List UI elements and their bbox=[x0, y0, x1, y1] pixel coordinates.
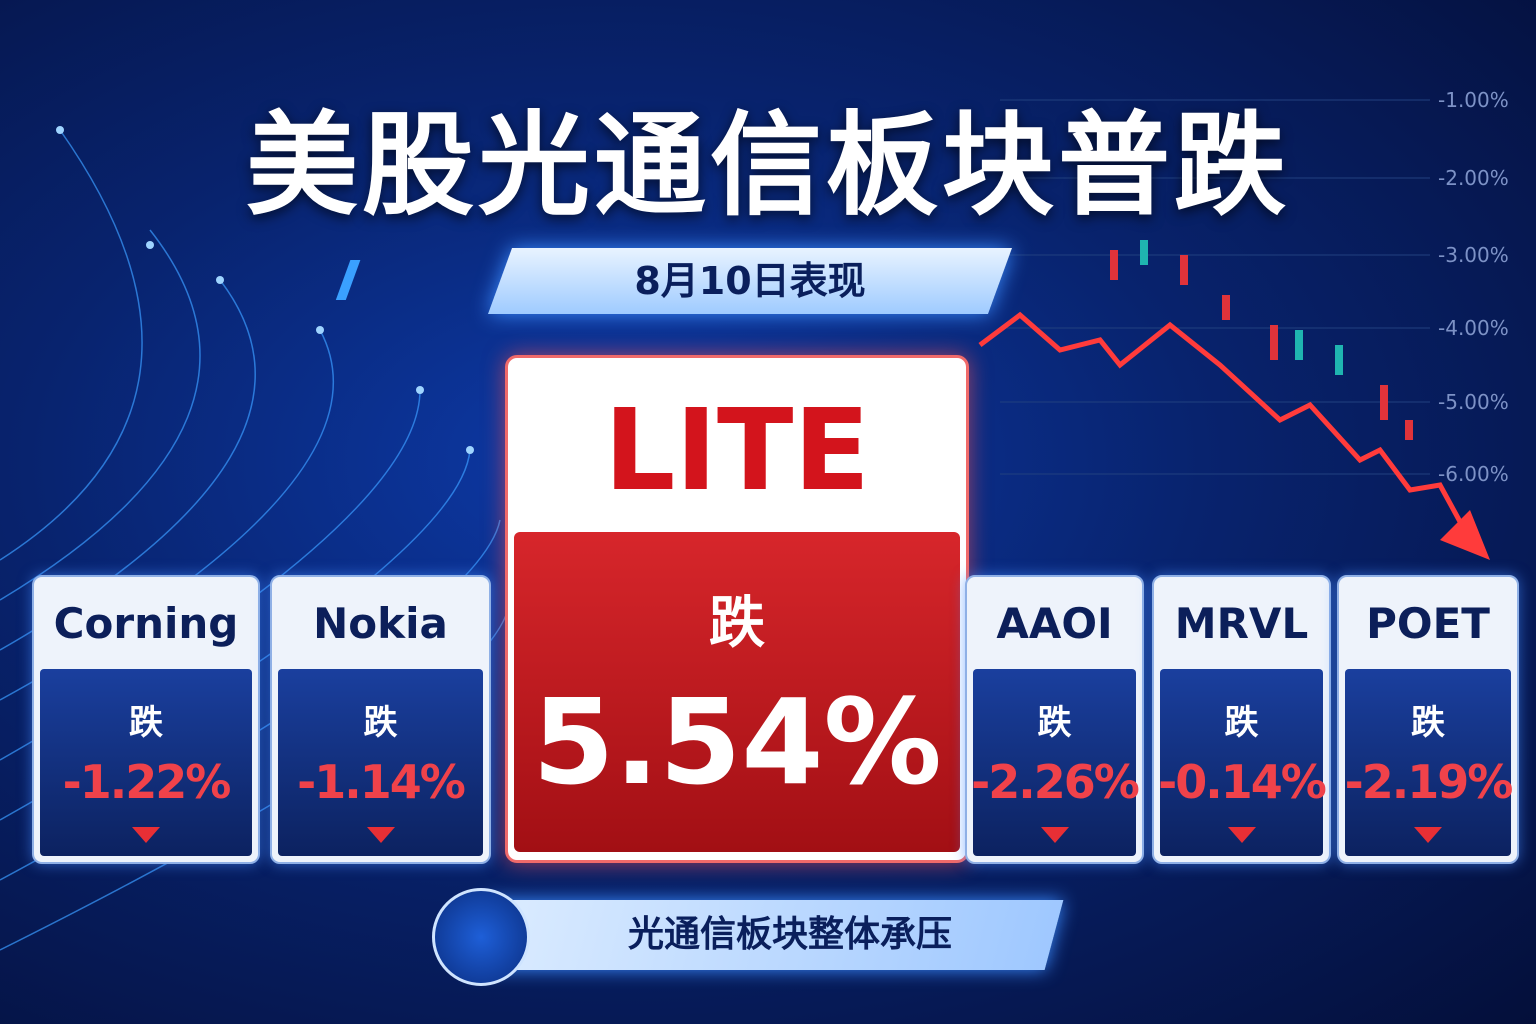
axis-label: -1.00% bbox=[1438, 88, 1509, 112]
card-panel bbox=[278, 669, 483, 856]
featured-direction: 跌 bbox=[709, 591, 765, 656]
ticker: Nokia bbox=[313, 599, 448, 648]
down-arrow bbox=[366, 827, 395, 843]
direction: 跌 bbox=[1224, 703, 1259, 743]
ticker: AAOI bbox=[996, 599, 1113, 648]
card-panel bbox=[1345, 669, 1511, 856]
down-arrow bbox=[1414, 827, 1442, 843]
featured-change: 5.54% bbox=[532, 673, 942, 811]
direction: 跌 bbox=[1037, 703, 1072, 743]
card-panel bbox=[1160, 669, 1323, 856]
direction: 跌 bbox=[363, 703, 398, 743]
change: -2.19% bbox=[1344, 755, 1514, 809]
axis-label: -2.00% bbox=[1438, 166, 1509, 190]
date-text: 8月10日表现 bbox=[634, 259, 866, 303]
ticker: Corning bbox=[53, 599, 239, 648]
axis-label: -4.00% bbox=[1438, 316, 1509, 340]
footer-icon bbox=[432, 888, 530, 986]
stock-card: POET 跌 -2.19% bbox=[1337, 575, 1519, 864]
ticker: POET bbox=[1366, 599, 1490, 648]
change: -1.14% bbox=[297, 755, 466, 809]
card-panel bbox=[973, 669, 1136, 856]
down-arrow bbox=[1040, 827, 1069, 843]
stock-card: MRVL 跌 -0.14% bbox=[1152, 575, 1331, 864]
card-panel bbox=[40, 669, 252, 856]
featured-ticker: LITE bbox=[604, 386, 870, 516]
axis-label: -6.00% bbox=[1438, 462, 1509, 486]
change: -1.22% bbox=[62, 755, 232, 809]
down-arrow bbox=[1227, 827, 1256, 843]
direction: 跌 bbox=[1411, 703, 1445, 743]
stock-card: AAOI 跌 -2.26% bbox=[965, 575, 1144, 864]
down-arrow bbox=[132, 827, 160, 843]
axis-label: -3.00% bbox=[1438, 243, 1509, 267]
footer-text: 光通信板块整体承压 bbox=[627, 914, 952, 955]
change: -2.26% bbox=[971, 755, 1140, 809]
stock-card: Nokia 跌 -1.14% bbox=[270, 575, 491, 864]
direction: 跌 bbox=[129, 703, 163, 743]
change: -0.14% bbox=[1158, 755, 1327, 809]
title: 美股光通信板块普跌 bbox=[246, 101, 1290, 231]
ticker: MRVL bbox=[1174, 599, 1309, 648]
featured-card: LITE 跌 5.54% bbox=[505, 355, 969, 863]
stock-card: Corning 跌 -1.22% bbox=[32, 575, 260, 864]
featured-panel bbox=[514, 532, 960, 852]
axis-label: -5.00% bbox=[1438, 390, 1509, 414]
